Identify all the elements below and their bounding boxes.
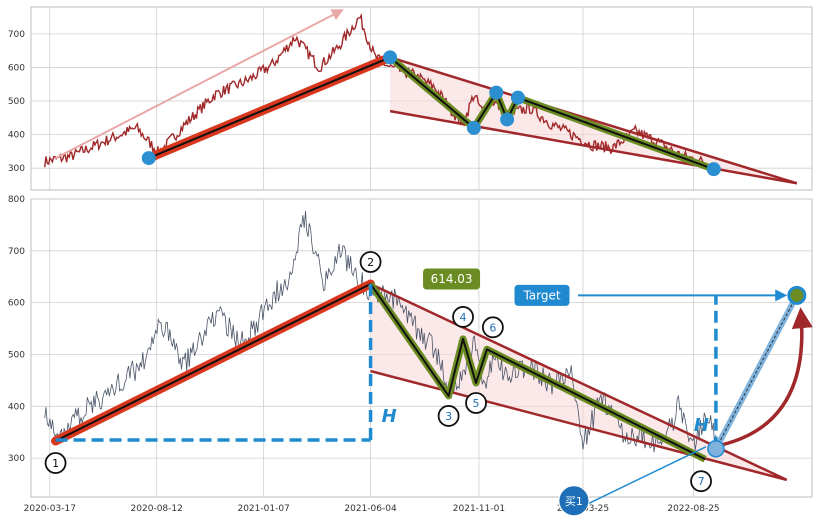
- point-number-circle: [437, 405, 460, 427]
- pattern-zigzag-core: [389, 56, 715, 171]
- x-tick-label: 2021-01-07: [237, 504, 289, 514]
- target-label: Target: [522, 288, 560, 302]
- y-tick-label: 300: [8, 454, 25, 464]
- pivot-dot: [141, 151, 156, 166]
- point-number-circle: [690, 470, 712, 493]
- y-tick-label: 300: [8, 164, 25, 174]
- target-box: [513, 283, 571, 307]
- pivot-dot: [489, 85, 504, 100]
- pattern-zigzag-core: [369, 283, 706, 461]
- point-number-label: 5: [473, 397, 480, 410]
- point-number-circle: [359, 251, 382, 273]
- y-tick-label: 800: [8, 195, 25, 205]
- y-tick-label: 400: [8, 131, 25, 141]
- panel-bottom: 300 400 500 600 700 800 2020-03-17 2020-08-12 20…: [8, 195, 813, 517]
- x-tick-label: 2022-08-25: [667, 504, 719, 514]
- breakout-dot: [707, 440, 725, 458]
- point-number-circle: [44, 452, 67, 474]
- plot-frame: [30, 6, 813, 191]
- y-tick-label: 500: [8, 350, 25, 360]
- x-tick-label: 2021-06-04: [344, 504, 397, 514]
- price-label: 614.03: [431, 272, 473, 286]
- pivot-dot: [383, 50, 398, 65]
- panel-top: 300 400 500 600 700: [8, 6, 813, 191]
- point-number-label: 4: [460, 311, 467, 324]
- target-dot: [787, 285, 807, 305]
- point-number-label: 1: [52, 457, 59, 470]
- upper-trend-line: [389, 56, 798, 185]
- point-number-label: 2: [367, 256, 374, 269]
- buy-label: 买1: [565, 495, 583, 508]
- pivot-dot: [500, 112, 515, 127]
- target-curved-arrow: [721, 307, 813, 447]
- pole-leg-core: [55, 283, 372, 442]
- y-tick-label: 600: [8, 299, 25, 309]
- pole-leg-core: [148, 56, 391, 160]
- point-number-circle: [465, 392, 487, 414]
- height-label: H: [382, 406, 397, 427]
- x-tick-label: 2021-11-01: [453, 504, 505, 514]
- y-tick-label: 500: [8, 97, 25, 107]
- point-number-circle: [452, 306, 474, 328]
- buy-pointer: [585, 446, 707, 506]
- point-number-circle: [481, 316, 504, 339]
- pivot-dot: [466, 120, 481, 135]
- buy-marker: [558, 485, 590, 517]
- point-number-label: 6: [489, 321, 496, 334]
- pivot-dot: [510, 90, 525, 105]
- pivot-dot: [706, 162, 721, 177]
- y-tick-label: 700: [8, 247, 25, 257]
- trend-arrow: [55, 9, 344, 159]
- y-tick-label: 700: [8, 30, 25, 40]
- price-label-box: [422, 267, 482, 291]
- x-tick-label: 2020-08-12: [131, 504, 183, 514]
- point-number-label: 3: [445, 410, 452, 423]
- projection-line-core: [715, 295, 798, 450]
- y-tick-label: 400: [8, 402, 25, 412]
- x-tick-label: 2020-03-17: [24, 504, 76, 514]
- height-label: H: [694, 415, 709, 436]
- y-tick-label: 600: [8, 63, 25, 73]
- point-number-label: 7: [698, 475, 705, 488]
- lower-trend-line: [389, 109, 798, 185]
